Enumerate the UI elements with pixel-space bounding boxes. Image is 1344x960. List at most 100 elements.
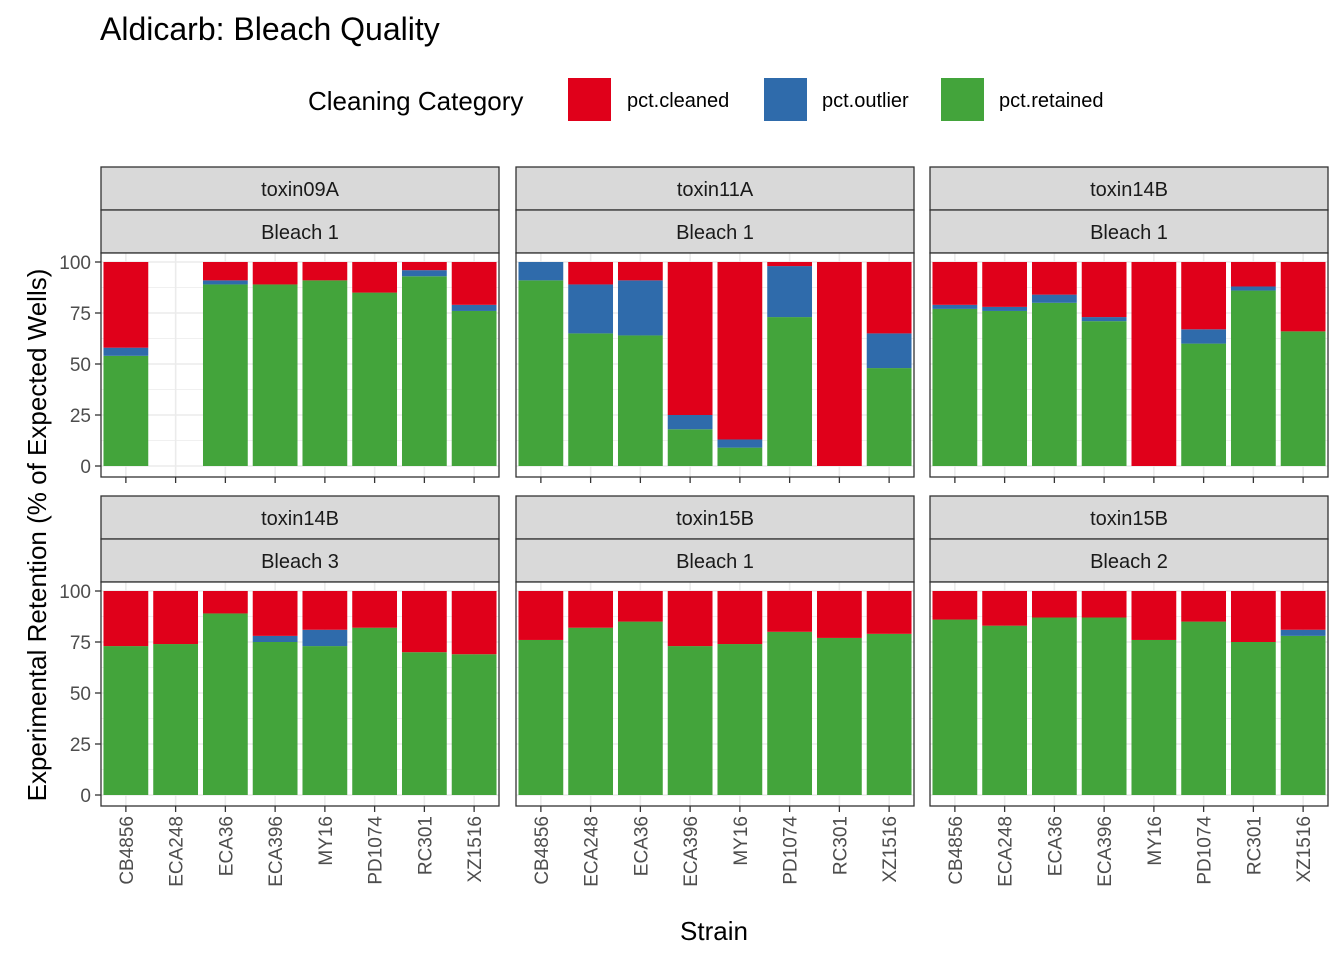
bar-segment-cleaned [451, 262, 497, 305]
bar-segment-retained [617, 335, 663, 466]
y-tick-label: 0 [80, 457, 91, 478]
bar-segment-outlier [103, 347, 149, 356]
bar-segment-outlier [202, 280, 248, 285]
bar-segment-retained [202, 613, 248, 795]
bar-segment-retained [866, 633, 912, 795]
bar-PD1074 [767, 262, 813, 466]
legend-label-outlier: pct.outlier [822, 90, 909, 112]
facet-panel: toxin09A Bleach 1 0 25 50 75 100 [59, 166, 500, 483]
bar-segment-cleaned [153, 591, 199, 645]
y-axis: 0 25 50 75 100 [59, 253, 101, 478]
bar-segment-retained [568, 333, 614, 466]
strip-label-toxin: toxin15B [1090, 508, 1168, 530]
bar-ECA36 [202, 591, 248, 795]
bar-segment-retained [866, 368, 912, 466]
facet-panel: toxin15B Bleach 1 CB4856 ECA248 ECA36 ECA396 M… [515, 495, 915, 887]
y-tick-label: 50 [70, 684, 91, 705]
legend-swatch-retained [941, 78, 984, 121]
strip-box [929, 538, 1329, 583]
bar-CB4856 [518, 262, 564, 466]
bar-segment-cleaned [352, 591, 398, 628]
y-tick-label: 25 [70, 406, 91, 427]
strip-box [515, 166, 915, 211]
bar-CB4856 [932, 262, 978, 466]
bar-segment-retained [302, 280, 348, 466]
bar-RC301 [1230, 262, 1276, 466]
y-axis: 0 25 50 75 100 [59, 582, 101, 807]
bar-segment-cleaned [667, 591, 713, 647]
bar-segment-cleaned [717, 262, 763, 440]
bar-segment-cleaned [816, 591, 862, 638]
bar-XZ1516 [866, 591, 912, 795]
x-tick-label: XZ1516 [465, 816, 486, 883]
bar-segment-cleaned [1280, 591, 1326, 630]
y-tick-label: 75 [70, 304, 91, 325]
bar-segment-outlier [866, 333, 912, 369]
bar-ECA396 [1081, 262, 1127, 466]
bar-segment-retained [982, 625, 1028, 795]
bar-segment-outlier [1230, 286, 1276, 291]
bar-segment-cleaned [617, 262, 663, 281]
bar-ECA36 [617, 262, 663, 466]
facet-strip-bleach: Bleach 1 [929, 209, 1329, 254]
bar-ECA396 [1081, 591, 1127, 795]
x-tick-label: RC301 [1244, 816, 1265, 875]
bar-segment-retained [252, 642, 298, 795]
strip-box [100, 166, 500, 211]
panel-border [929, 252, 1329, 478]
strip-label-bleach: Bleach 2 [1090, 551, 1168, 573]
bar-segment-retained [103, 646, 149, 795]
bar-segment-retained [767, 631, 813, 795]
facet-panel: toxin11A Bleach 1 [515, 166, 915, 483]
bar-CB4856 [103, 262, 149, 466]
bar-segment-retained [401, 652, 447, 795]
strip-label-toxin: toxin15B [676, 508, 754, 530]
bar-segment-cleaned [866, 591, 912, 634]
bar-XZ1516 [1280, 591, 1326, 795]
bar-MY16 [717, 262, 763, 466]
bar-RC301 [1230, 591, 1276, 795]
bar-ECA248 [982, 591, 1028, 795]
strip-label-bleach: Bleach 1 [1090, 222, 1168, 244]
bar-ECA36 [1031, 591, 1077, 795]
bar-ECA36 [202, 262, 248, 466]
x-tick-label: ECA396 [681, 816, 702, 887]
bar-segment-retained [352, 292, 398, 466]
bar-MY16 [1131, 262, 1177, 466]
bar-segment-cleaned [1181, 591, 1227, 622]
facet-strip-toxin: toxin15B [929, 495, 1329, 540]
bar-segment-cleaned [1181, 262, 1227, 330]
bar-segment-retained [1031, 617, 1077, 795]
strip-label-bleach: Bleach 3 [261, 551, 339, 573]
bar-segment-outlier [1081, 317, 1127, 322]
bar-segment-cleaned [1031, 262, 1077, 295]
bar-PD1074 [1181, 262, 1227, 466]
bar-segment-retained [816, 637, 862, 795]
bar-segment-cleaned [767, 591, 813, 632]
bar-segment-cleaned [302, 262, 348, 281]
bar-PD1074 [1181, 591, 1227, 795]
bar-segment-retained [767, 317, 813, 466]
x-axis: CB4856 ECA248 ECA36 ECA396 MY16 PD1074 RC301 XZ… [117, 806, 486, 887]
bar-segment-outlier [302, 629, 348, 647]
bar-XZ1516 [866, 262, 912, 466]
y-tick-label: 100 [59, 253, 91, 274]
bar-segment-cleaned [816, 262, 862, 466]
bar-XZ1516 [1280, 262, 1326, 466]
x-tick-label: PD1074 [1195, 816, 1216, 885]
strip-box [929, 166, 1329, 211]
strip-box [929, 495, 1329, 540]
bar-segment-retained [717, 447, 763, 466]
bar-segment-cleaned [1230, 591, 1276, 642]
bar-segment-outlier [568, 284, 614, 334]
bar-segment-outlier [518, 262, 564, 281]
x-tick-label: CB4856 [946, 816, 967, 885]
bar-segment-retained [1131, 639, 1177, 795]
x-tick-label: ECA36 [216, 816, 237, 876]
bar-segment-cleaned [451, 591, 497, 655]
bar-segment-cleaned [568, 262, 614, 285]
bar-segment-cleaned [982, 262, 1028, 307]
x-tick-label: RC301 [830, 816, 851, 875]
bar-ECA248 [568, 262, 614, 466]
